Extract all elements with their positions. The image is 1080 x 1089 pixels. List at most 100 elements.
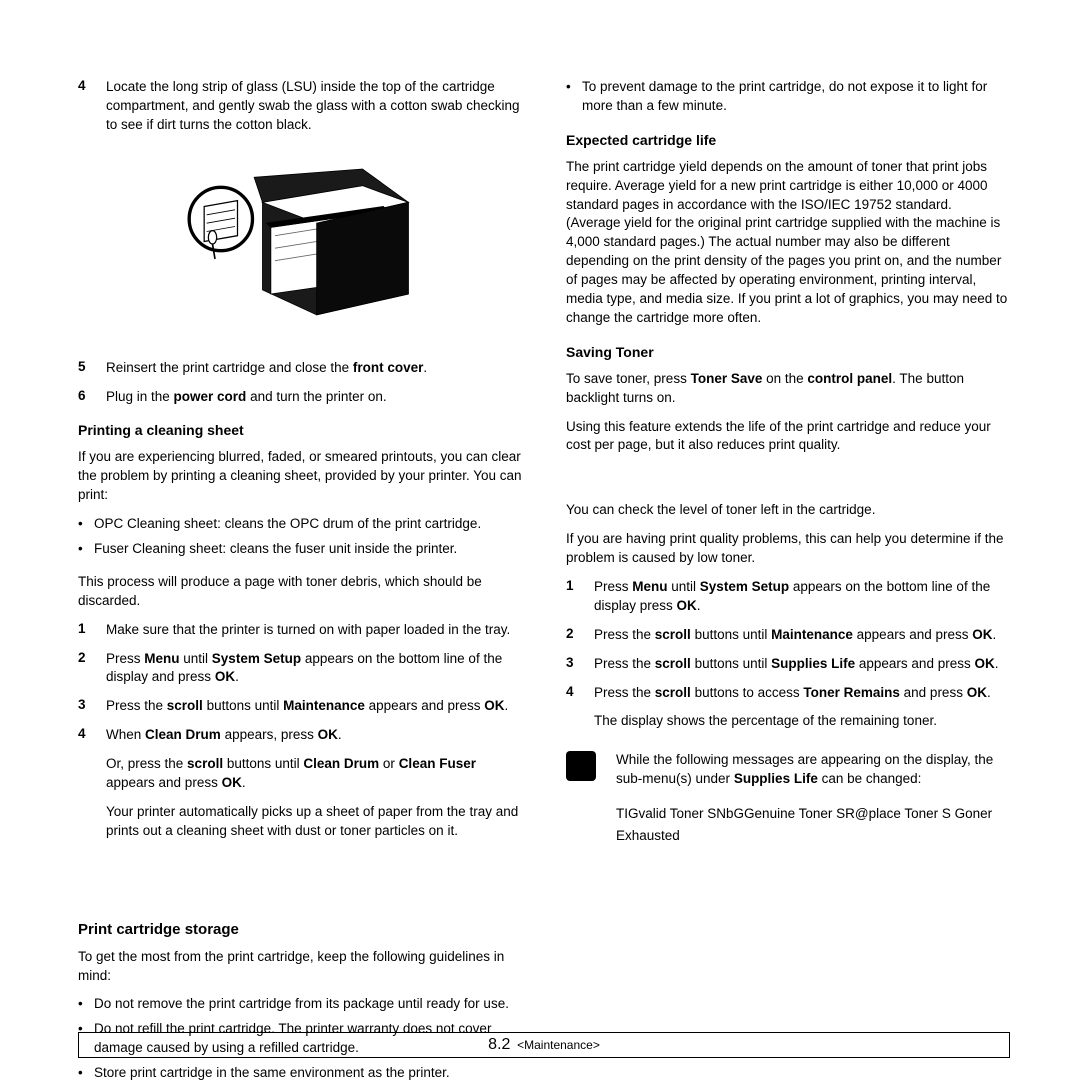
step-text: Make sure that the printer is turned on …: [106, 621, 522, 640]
step-text: Reinsert the print cartridge and close t…: [106, 359, 522, 378]
right-step-1: 1 Press Menu until System Setup appears …: [566, 578, 1010, 616]
txt: Press: [106, 651, 144, 666]
heading-expected-life: Expected cartridge life: [566, 132, 1010, 148]
bold: OK: [222, 775, 242, 790]
step-text: Press Menu until System Setup appears on…: [594, 578, 1010, 616]
bold: scroll: [655, 656, 691, 671]
step-number: 3: [566, 655, 594, 674]
txt: buttons to access: [691, 685, 804, 700]
bullet-dot: •: [566, 78, 582, 116]
bold: OK: [967, 685, 987, 700]
right-step-4: 4 Press the scroll buttons to access Ton…: [566, 684, 1010, 732]
printer-illustration: [175, 149, 425, 339]
step-number: 4: [566, 684, 594, 732]
txt: Plug in the: [106, 389, 174, 404]
bold: OK: [677, 598, 697, 613]
txt: .: [423, 360, 427, 375]
txt: buttons until: [223, 756, 303, 771]
bold: System Setup: [212, 651, 301, 666]
bold: scroll: [187, 756, 223, 771]
bold: Toner Remains: [803, 685, 900, 700]
step-sub: Or, press the scroll buttons until Clean…: [106, 755, 522, 793]
txt: appears and press: [365, 698, 484, 713]
section-label: <Maintenance>: [517, 1038, 600, 1052]
bold: OK: [974, 656, 994, 671]
para: To save toner, press Toner Save on the c…: [566, 370, 1010, 408]
list-item: •OPC Cleaning sheet: cleans the OPC drum…: [78, 515, 522, 534]
step-text: When Clean Drum appears, press OK. Or, p…: [106, 726, 522, 840]
step-number: 4: [78, 78, 106, 135]
bold: OK: [484, 698, 504, 713]
txt: buttons until: [203, 698, 283, 713]
right-column: •To prevent damage to the print cartridg…: [566, 78, 1010, 1089]
right-step-2: 2 Press the scroll buttons until Mainten…: [566, 626, 1010, 645]
txt: When: [106, 727, 145, 742]
txt: To prevent damage to the print cartridge…: [582, 78, 1010, 116]
bold: control panel: [807, 371, 892, 386]
txt: appears, press: [221, 727, 318, 742]
left-column: 4 Locate the long strip of glass (LSU) i…: [78, 78, 522, 1089]
step-sub: Your printer automatically picks up a sh…: [106, 803, 522, 841]
para: If you are having print quality problems…: [566, 530, 1010, 568]
step-number: 5: [78, 359, 106, 378]
txt: .: [995, 656, 999, 671]
txt: buttons until: [691, 656, 771, 671]
bold: front cover: [353, 360, 424, 375]
txt: .: [242, 775, 246, 790]
txt: .: [992, 627, 996, 642]
bold: OK: [215, 669, 235, 684]
txt: buttons until: [691, 627, 771, 642]
heading-storage: Print cartridge storage: [78, 921, 522, 938]
txt: appears and press: [106, 775, 222, 790]
clean-step-1: 1 Make sure that the printer is turned o…: [78, 621, 522, 640]
txt: Store print cartridge in the same enviro…: [94, 1064, 450, 1083]
step-6: 6 Plug in the power cord and turn the pr…: [78, 388, 522, 407]
para: Using this feature extends the life of t…: [566, 418, 1010, 456]
bold: scroll: [167, 698, 203, 713]
txt: Press the: [594, 656, 655, 671]
bold: Supplies Life: [771, 656, 855, 671]
bold: OK: [318, 727, 338, 742]
txt: .: [338, 727, 342, 742]
step-number: 4: [78, 726, 106, 840]
txt: Do not remove the print cartridge from i…: [94, 995, 509, 1014]
list-item: •Do not remove the print cartridge from …: [78, 995, 522, 1014]
list-item: •Store print cartridge in the same envir…: [78, 1064, 522, 1083]
bold: power cord: [174, 389, 247, 404]
page-footer: 8.2 <Maintenance>: [78, 1032, 1010, 1058]
txt: Reinsert the print cartridge and close t…: [106, 360, 353, 375]
para: This process will produce a page with to…: [78, 573, 522, 611]
para: You can check the level of toner left in…: [566, 501, 1010, 520]
para: If you are experiencing blurred, faded, …: [78, 448, 522, 505]
txt: Fuser Cleaning sheet: cleans the fuser u…: [94, 540, 457, 559]
para: To get the most from the print cartridge…: [78, 948, 522, 986]
para: The print cartridge yield depends on the…: [566, 158, 1010, 328]
note-text: While the following messages are appeari…: [616, 751, 1010, 789]
bold: Clean Fuser: [399, 756, 476, 771]
note-icon: [566, 751, 596, 781]
bullet-dot: •: [78, 995, 94, 1014]
txt: and press: [900, 685, 967, 700]
txt: Press the: [594, 685, 655, 700]
step-number: 6: [78, 388, 106, 407]
page-columns: 4 Locate the long strip of glass (LSU) i…: [78, 78, 1010, 1089]
step-text: Press the scroll buttons until Supplies …: [594, 655, 1010, 674]
step-text: Plug in the power cord and turn the prin…: [106, 388, 522, 407]
txt: .: [987, 685, 991, 700]
txt: until: [180, 651, 212, 666]
step-number: 1: [78, 621, 106, 640]
txt: .: [697, 598, 701, 613]
txt: OPC Cleaning sheet: cleans the OPC drum …: [94, 515, 481, 534]
txt: To save toner, press: [566, 371, 691, 386]
clean-step-2: 2 Press Menu until System Setup appears …: [78, 650, 522, 688]
bold: Supplies Life: [734, 771, 818, 786]
txt: until: [668, 579, 700, 594]
bullet-dot: •: [78, 1064, 94, 1083]
right-step-3: 3 Press the scroll buttons until Supplie…: [566, 655, 1010, 674]
list-item: •To prevent damage to the print cartridg…: [566, 78, 1010, 116]
txt: .: [504, 698, 508, 713]
txt: Press the: [106, 698, 167, 713]
bold: Clean Drum: [145, 727, 221, 742]
step-5: 5 Reinsert the print cartridge and close…: [78, 359, 522, 378]
step-4: 4 Locate the long strip of glass (LSU) i…: [78, 78, 522, 135]
